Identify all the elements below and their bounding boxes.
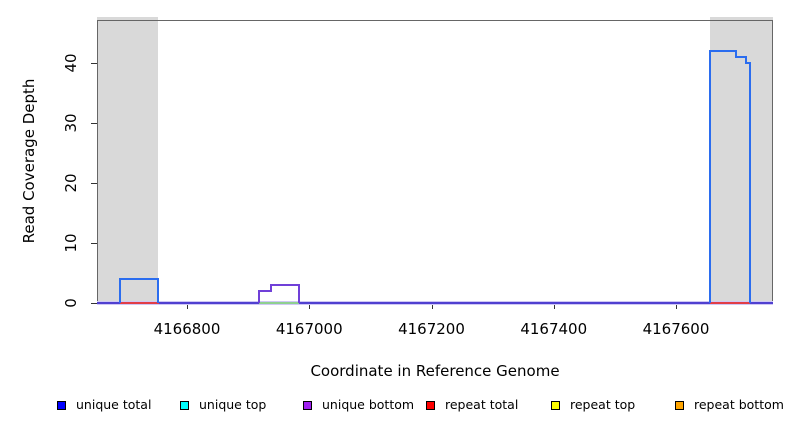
x-tick-mark bbox=[309, 303, 311, 309]
legend-label: repeat bottom bbox=[694, 397, 784, 412]
unique-total-step-edge bbox=[744, 56, 747, 63]
left-gray-band bbox=[97, 17, 159, 303]
x-tick-mark bbox=[187, 303, 188, 309]
legend-item-unique-top: unique top bbox=[180, 398, 266, 412]
x-tick-label: 4166800 bbox=[153, 320, 221, 338]
legend-swatch-icon bbox=[551, 400, 560, 410]
legend-label: repeat top bbox=[570, 397, 636, 412]
legend-label: unique total bbox=[76, 397, 152, 412]
y-tick-label: 40 bbox=[62, 53, 80, 73]
legend-item-repeat-total: repeat total bbox=[426, 398, 518, 412]
y-tick-label: 0 bbox=[62, 298, 80, 308]
unique-total-step-top bbox=[744, 62, 751, 64]
legend-item-unique-bottom: unique bottom bbox=[303, 398, 414, 412]
zero-overlay-segment bbox=[710, 302, 750, 304]
legend-label: unique bottom bbox=[322, 397, 415, 412]
y-tick-label: 30 bbox=[62, 113, 80, 133]
unique-total-step-edge bbox=[709, 50, 712, 303]
zero-overlay-segment bbox=[119, 302, 159, 304]
unique-total-step-top bbox=[709, 50, 737, 52]
y-tick-label: 20 bbox=[62, 173, 80, 193]
unique-total-step-edge bbox=[734, 50, 737, 57]
y-axis-label: Read Coverage Depth bbox=[20, 78, 38, 244]
y-tick-mark bbox=[91, 303, 97, 304]
legend-item-repeat-top: repeat top bbox=[551, 398, 635, 412]
unique-bottom-step-top bbox=[258, 290, 272, 292]
x-tick-label: 4167400 bbox=[520, 320, 588, 338]
legend-swatch-icon bbox=[57, 400, 66, 410]
x-tick-mark bbox=[431, 303, 433, 309]
x-axis-label: Coordinate in Reference Genome bbox=[310, 362, 560, 380]
legend-label: unique top bbox=[199, 397, 267, 412]
unique-bottom-step-edge bbox=[258, 290, 261, 303]
legend-swatch-icon bbox=[675, 400, 684, 410]
legend-swatch-icon bbox=[303, 400, 312, 410]
unique-total-step-edge bbox=[748, 62, 751, 303]
y-tick-label: 10 bbox=[62, 233, 80, 253]
unique-total-step-edge bbox=[118, 278, 121, 303]
unique-bottom-step-edge bbox=[297, 284, 300, 303]
legend-item-unique-total: unique total bbox=[57, 398, 151, 412]
legend-item-repeat-bottom: repeat bottom bbox=[675, 398, 784, 412]
zero-coverage-baseline bbox=[97, 302, 774, 304]
y-tick-mark bbox=[91, 183, 97, 184]
right-gray-band bbox=[710, 17, 774, 303]
x-tick-mark bbox=[676, 303, 677, 309]
x-tick-label: 4167200 bbox=[398, 320, 465, 338]
legend-swatch-icon bbox=[180, 400, 189, 410]
x-tick-mark bbox=[553, 303, 555, 309]
unique-bottom-step-edge bbox=[269, 284, 272, 291]
unique-total-step-top bbox=[118, 278, 160, 280]
y-tick-mark bbox=[91, 63, 97, 64]
legend-swatch-icon bbox=[426, 400, 435, 410]
unique-bottom-step-top bbox=[269, 284, 300, 286]
unique-total-step-edge bbox=[157, 278, 160, 303]
unique-total-step-top bbox=[734, 56, 747, 58]
x-tick-label: 4167600 bbox=[642, 320, 710, 338]
y-tick-mark bbox=[91, 243, 97, 244]
zero-overlay-segment bbox=[259, 302, 299, 304]
legend-label: repeat total bbox=[445, 397, 519, 412]
x-tick-label: 4167000 bbox=[275, 320, 343, 338]
y-tick-mark bbox=[91, 123, 97, 124]
plot-border-box bbox=[97, 20, 773, 303]
